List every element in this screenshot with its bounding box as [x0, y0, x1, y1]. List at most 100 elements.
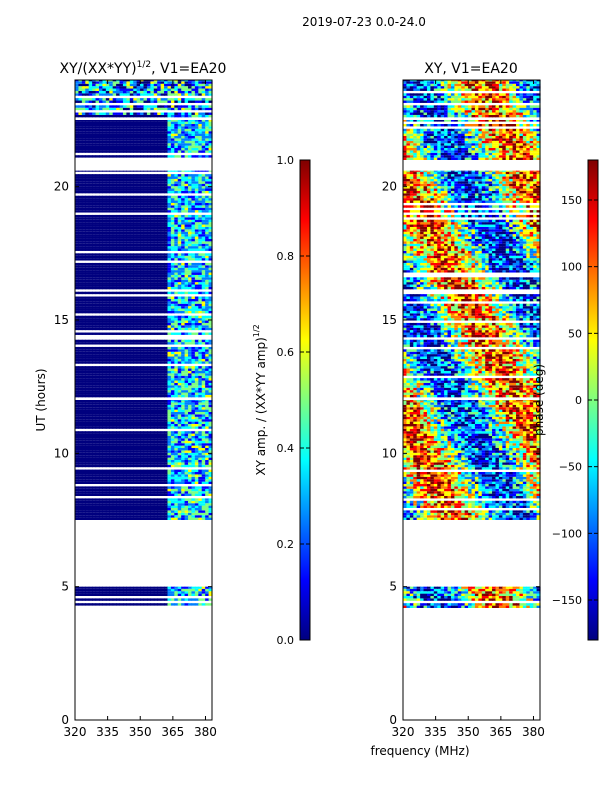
heatmap-cell: [129, 464, 134, 468]
heatmap-cell: [109, 394, 114, 398]
heatmap-cell: [133, 598, 138, 601]
heatmap-cell: [184, 387, 189, 391]
heatmap-cell: [150, 452, 155, 456]
heatmap-cell: [122, 322, 127, 326]
heatmap-cell: [129, 231, 134, 235]
heatmap-cell: [188, 455, 193, 458]
heatmap-cell: [78, 503, 83, 506]
heatmap-cell: [78, 370, 83, 374]
heatmap-cell: [201, 358, 206, 362]
heatmap-cell: [102, 234, 107, 237]
heatmap-cell: [201, 267, 206, 271]
heatmap-cell: [188, 238, 193, 242]
heatmap-cell: [85, 498, 90, 501]
heatmap-cell: [109, 361, 114, 364]
heatmap-cell: [81, 491, 86, 494]
heatmap-cell: [136, 370, 141, 374]
heatmap-cell: [164, 438, 169, 441]
heatmap-cell: [102, 332, 107, 335]
heatmap-cell: [143, 373, 148, 376]
heatmap-cell: [160, 373, 165, 376]
heatmap-cell: [119, 508, 124, 511]
heatmap-cell: [181, 421, 186, 424]
heatmap-cell: [170, 387, 175, 391]
heatmap-cell: [198, 486, 203, 489]
heatmap-cell: [92, 200, 97, 203]
heatmap-cell: [198, 515, 203, 518]
heatmap-cell: [150, 243, 155, 247]
heatmap-cell: [146, 270, 151, 273]
heatmap-cell: [157, 491, 162, 494]
heatmap-cell: [85, 593, 90, 596]
heatmap-cell: [105, 448, 110, 451]
heatmap-cell: [160, 515, 165, 518]
heatmap-cell: [92, 479, 97, 482]
heatmap-cell: [184, 308, 189, 311]
heatmap-cell: [126, 433, 131, 436]
heatmap-cell: [119, 448, 124, 451]
heatmap-cell: [205, 433, 210, 436]
heatmap-cell: [188, 373, 193, 376]
heatmap-cell: [85, 452, 90, 456]
heatmap-cell: [153, 231, 158, 235]
heatmap-cell: [208, 380, 213, 383]
heatmap-cell: [191, 402, 196, 405]
heatmap-cell: [198, 332, 203, 335]
heatmap-cell: [112, 339, 117, 343]
heatmap-cell: [126, 412, 131, 415]
heatmap-cell: [140, 366, 145, 369]
heatmap-cell: [167, 354, 172, 357]
heatmap-cell: [92, 368, 97, 371]
heatmap-cell: [194, 491, 199, 494]
heatmap-cell: [98, 416, 103, 420]
heatmap-cell: [157, 486, 162, 489]
heatmap-cell: [78, 498, 83, 501]
heatmap-cell: [129, 238, 134, 242]
heatmap-cell: [88, 214, 93, 218]
heatmap-cell: [92, 231, 97, 235]
heatmap-cell: [198, 462, 203, 465]
heatmap-cell: [98, 291, 103, 295]
heatmap-cell: [191, 486, 196, 489]
heatmap-cell: [160, 214, 165, 218]
heatmap-cell: [177, 298, 182, 302]
heatmap-cell: [191, 202, 196, 206]
heatmap-cell: [140, 414, 145, 417]
heatmap-cell: [167, 198, 172, 201]
heatmap-cell: [157, 382, 162, 386]
heatmap-cell: [208, 370, 213, 374]
heatmap-cell: [208, 433, 213, 436]
heatmap-cell: [129, 436, 134, 439]
heatmap-cell: [95, 440, 100, 444]
heatmap-cell: [184, 322, 189, 326]
heatmap-cell: [109, 282, 114, 285]
heatmap-cell: [167, 255, 172, 259]
heatmap-cell: [188, 361, 193, 364]
heatmap-cell: [174, 229, 179, 232]
heatmap-cell: [78, 241, 83, 244]
heatmap-cell: [102, 450, 107, 453]
heatmap-cell: [191, 243, 196, 247]
heatmap-cell: [105, 325, 110, 328]
heatmap-cell: [150, 424, 155, 427]
heatmap-cell: [201, 375, 206, 379]
heatmap-cell: [198, 493, 203, 496]
heatmap-cell: [181, 310, 186, 314]
heatmap-cell: [191, 390, 196, 393]
heatmap-cell: [136, 512, 141, 516]
heatmap-cell: [198, 414, 203, 417]
heatmap-cell: [191, 460, 196, 463]
heatmap-cell: [116, 588, 121, 592]
heatmap-cell: [167, 598, 172, 601]
heatmap-cell: [181, 296, 186, 299]
heatmap-cell: [116, 510, 121, 513]
heatmap-cell: [198, 448, 203, 451]
heatmap-cell: [201, 306, 206, 309]
heatmap-cell: [81, 500, 86, 504]
heatmap-cell: [191, 409, 196, 412]
heatmap-cell: [184, 603, 189, 606]
heatmap-cell: [188, 508, 193, 511]
heatmap-cell: [205, 342, 210, 345]
heatmap-cell: [92, 234, 97, 237]
heatmap-cell: [122, 431, 127, 434]
